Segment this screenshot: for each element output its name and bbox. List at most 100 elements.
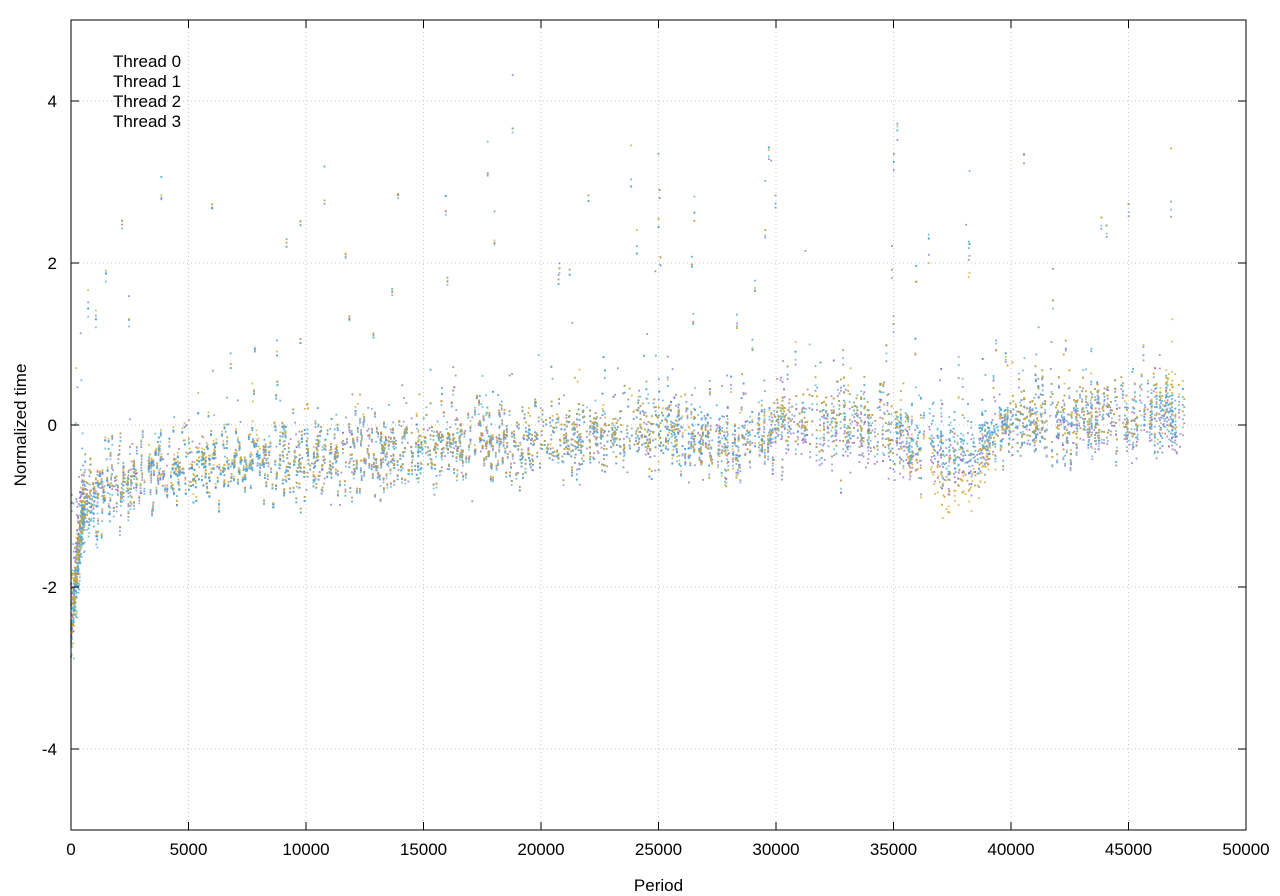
data-point [945, 454, 948, 456]
data-point [884, 438, 887, 440]
data-point [246, 467, 248, 470]
data-point [1005, 432, 1007, 435]
data-point [415, 473, 418, 476]
data-point [143, 490, 146, 493]
data-point [987, 441, 990, 443]
data-point [760, 399, 763, 402]
data-point [969, 470, 972, 473]
data-point [1130, 432, 1133, 435]
data-point [666, 425, 669, 428]
data-point [87, 301, 90, 304]
data-point [888, 455, 890, 458]
data-point [948, 458, 951, 461]
data-point [276, 381, 279, 384]
data-point [340, 441, 343, 444]
data-point [557, 274, 560, 276]
data-point [1175, 451, 1178, 453]
data-point [730, 384, 732, 386]
data-point [942, 450, 944, 453]
data-point [1158, 417, 1161, 420]
data-point [990, 421, 993, 424]
data-point [1063, 428, 1066, 431]
data-point [726, 405, 729, 408]
data-point [1170, 413, 1173, 416]
data-point [1007, 451, 1010, 453]
data-point [819, 424, 821, 427]
data-point [1087, 446, 1090, 449]
data-point [771, 473, 774, 475]
data-point [937, 444, 940, 447]
data-point [349, 446, 352, 449]
data-point [1097, 442, 1100, 445]
data-point [1082, 387, 1084, 390]
data-point [889, 449, 892, 452]
data-point [1132, 446, 1135, 448]
data-point [443, 455, 446, 458]
data-point [285, 238, 288, 241]
data-point [106, 469, 109, 471]
data-point [737, 446, 740, 449]
data-point [1000, 425, 1003, 428]
data-point [1094, 422, 1097, 424]
data-point [223, 467, 225, 469]
data-point [211, 456, 214, 459]
data-point [664, 417, 667, 420]
data-point [1115, 452, 1118, 455]
data-point [898, 437, 901, 440]
data-point [83, 523, 86, 526]
data-point [251, 427, 254, 429]
data-point [339, 504, 341, 506]
data-point [1135, 424, 1137, 426]
data-point [1085, 368, 1087, 371]
data-point [1115, 407, 1118, 410]
data-point [1123, 438, 1126, 440]
data-point [495, 436, 498, 438]
data-point [446, 421, 449, 424]
data-point [134, 472, 137, 475]
data-point [839, 427, 842, 430]
data-point [74, 589, 77, 592]
data-point [788, 411, 791, 413]
data-point [481, 434, 484, 437]
data-point [1146, 430, 1148, 433]
data-point [904, 412, 907, 415]
data-point [1160, 402, 1162, 404]
data-point [1133, 432, 1136, 435]
data-point [671, 454, 674, 456]
data-point [88, 502, 91, 504]
data-point [100, 481, 103, 484]
data-point [644, 453, 647, 456]
data-point [719, 417, 721, 420]
data-point [811, 433, 814, 436]
data-point [77, 517, 80, 520]
data-point [264, 446, 267, 448]
data-point [348, 425, 351, 428]
data-point [630, 427, 633, 430]
data-point [360, 431, 362, 434]
data-point [377, 433, 380, 436]
data-point [139, 492, 142, 495]
data-point [1040, 429, 1043, 432]
data-point [1096, 394, 1099, 397]
data-point [982, 437, 984, 439]
data-point [858, 461, 861, 463]
data-point [1041, 384, 1044, 387]
data-point [735, 445, 738, 448]
data-point [571, 438, 574, 441]
data-point [141, 433, 144, 436]
data-point [763, 408, 766, 411]
data-point [677, 403, 680, 406]
data-point [513, 433, 516, 436]
data-point [101, 485, 104, 488]
data-point [910, 445, 913, 448]
data-point [880, 399, 882, 401]
data-point [1091, 431, 1094, 434]
data-point [250, 465, 253, 468]
data-point [485, 447, 488, 450]
data-point [167, 453, 169, 455]
data-point [953, 419, 956, 422]
data-point [337, 493, 339, 496]
data-point [994, 412, 996, 415]
data-point [1179, 432, 1182, 435]
data-point [1111, 424, 1113, 427]
